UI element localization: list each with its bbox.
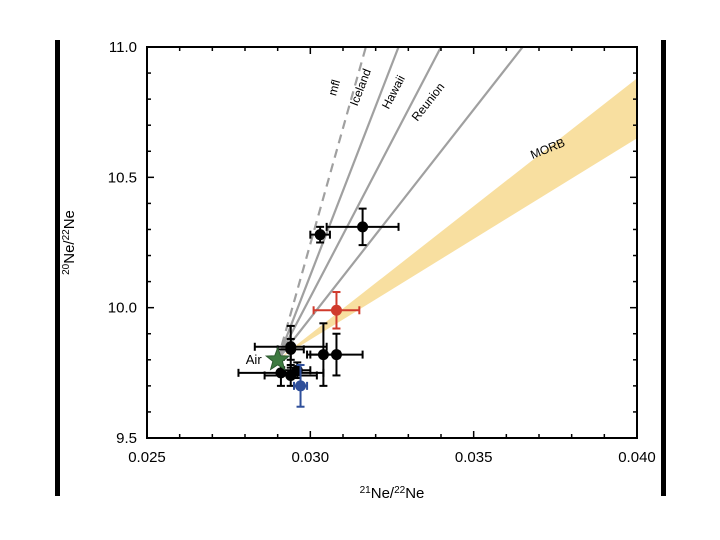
x-tick-label: 0.030 <box>292 449 330 466</box>
point-marker <box>330 349 342 361</box>
trend-line-hawaii <box>276 47 442 361</box>
x-tick-label: 0.040 <box>618 449 656 466</box>
y-tick-label: 11.0 <box>109 39 137 56</box>
x-axis-title: 21Ne/22Ne <box>360 485 425 503</box>
data-point <box>293 364 309 408</box>
data-point <box>325 207 400 247</box>
plot-frame-layer <box>146 46 638 439</box>
data-point <box>309 225 331 244</box>
y-axis-title-sup-a: 20 <box>61 263 72 275</box>
x-axis-title-base-b: Ne <box>405 485 424 502</box>
y-axis-title-sup-b: 22 <box>61 229 72 241</box>
point-marker <box>314 229 326 241</box>
y-axis-title-base-a: Ne/ <box>61 240 78 264</box>
y-tick-label: 10.5 <box>108 169 137 186</box>
point-marker <box>285 343 297 355</box>
y-tick-label: 10.0 <box>108 300 137 317</box>
trend-lines-layer <box>276 47 524 361</box>
data-points-layer <box>237 207 400 408</box>
line-label-hawaii: Hawaii <box>379 73 408 111</box>
line-label-reunion: Reunion <box>409 80 448 124</box>
data-point <box>312 291 361 330</box>
trend-line-mfl <box>276 47 367 361</box>
point-marker <box>357 221 369 233</box>
point-marker <box>330 304 342 316</box>
x-axis-title-sup-b: 22 <box>394 485 406 496</box>
line-label-iceland: Iceland <box>347 67 374 108</box>
x-tick-label: 0.025 <box>128 449 166 466</box>
y-tick-label: 9.5 <box>116 430 137 447</box>
x-axis-title-base-a: Ne/ <box>371 485 395 502</box>
y-axis-title-base-b: Ne <box>61 210 78 229</box>
trend-line-reunion <box>276 47 524 361</box>
x-tick-label: 0.035 <box>455 449 493 466</box>
morb-band-layer <box>277 78 637 360</box>
data-point <box>309 332 364 377</box>
air-label: Air <box>246 352 263 367</box>
y-axis-title: 20Ne/22Ne <box>61 210 79 275</box>
right-border-bar <box>661 40 666 496</box>
x-axis-title-sup-a: 21 <box>360 485 372 496</box>
plot-frame <box>146 46 638 439</box>
trend-line-iceland <box>276 47 400 361</box>
line-label-mfl: mfl <box>325 78 343 97</box>
point-marker <box>295 380 307 392</box>
air-star-icon <box>264 346 291 371</box>
morb-band <box>277 78 637 360</box>
left-border-bar <box>55 40 60 496</box>
